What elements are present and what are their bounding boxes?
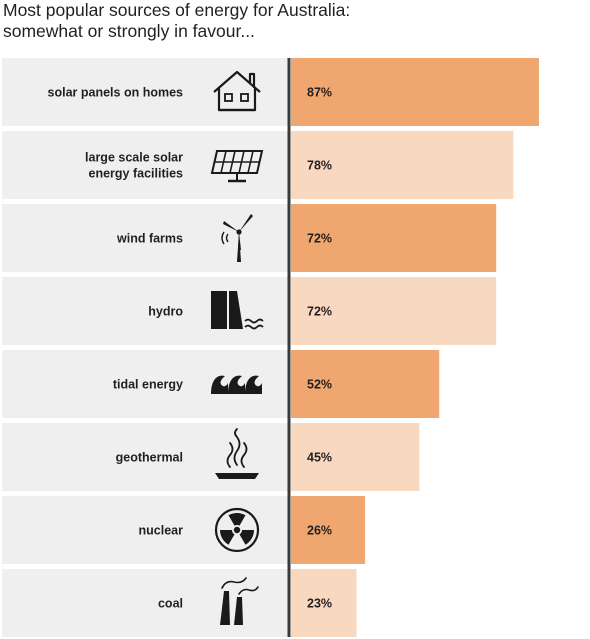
category-label-coal: coal bbox=[158, 597, 183, 611]
chart-subtitle: somewhat or strongly in favour... bbox=[3, 21, 255, 41]
chart-title: Most popular sources of energy for Austr… bbox=[3, 0, 351, 20]
value-label-large-scale-solar-energy-facilities: 78% bbox=[307, 159, 332, 173]
bar-hydro bbox=[291, 277, 497, 345]
solar-panel-icon bbox=[210, 150, 264, 183]
label-panel-large-scale-solar-energy-facilities bbox=[2, 131, 288, 199]
value-label-geothermal: 45% bbox=[307, 451, 332, 465]
house-icon bbox=[213, 70, 261, 112]
bar-coal bbox=[291, 569, 357, 637]
smokestack-icon bbox=[220, 577, 259, 625]
category-label-hydro: hydro bbox=[148, 305, 183, 319]
label-panel-nuclear bbox=[2, 496, 288, 564]
bar-large-scale-solar-energy-facilities bbox=[291, 131, 514, 199]
category-label-wind-farms: wind farms bbox=[116, 232, 183, 246]
tidal-wave-icon bbox=[211, 375, 262, 394]
wind-turbine-icon bbox=[221, 214, 253, 262]
value-label-solar-panels-on-homes: 87% bbox=[307, 86, 332, 100]
radiation-icon bbox=[214, 507, 260, 553]
category-label-tidal-energy: tidal energy bbox=[113, 378, 183, 392]
chart-title-block: Most popular sources of energy for Austr… bbox=[3, 0, 563, 42]
bar-geothermal bbox=[291, 423, 420, 491]
category-label-geothermal: geothermal bbox=[116, 451, 183, 465]
category-label-solar-panels-on-homes: solar panels on homes bbox=[48, 86, 184, 100]
bar-nuclear bbox=[291, 496, 366, 564]
value-label-nuclear: 26% bbox=[307, 524, 332, 538]
value-label-tidal-energy: 52% bbox=[307, 378, 332, 392]
bar-tidal-energy bbox=[291, 350, 440, 418]
label-panel-geothermal bbox=[2, 423, 288, 491]
value-label-coal: 23% bbox=[307, 597, 332, 611]
geothermal-icon bbox=[215, 428, 259, 479]
category-label-large-scale-solar-energy-facilities: large scale solar energy facilities bbox=[85, 151, 183, 181]
value-label-wind-farms: 72% bbox=[307, 232, 332, 246]
hydro-dam-icon bbox=[211, 291, 264, 330]
bar-wind-farms bbox=[291, 204, 497, 272]
label-panel-solar-panels-on-homes bbox=[2, 58, 288, 126]
label-panel-hydro bbox=[2, 277, 288, 345]
label-panel-tidal-energy bbox=[2, 350, 288, 418]
category-label-nuclear: nuclear bbox=[139, 524, 184, 538]
value-label-hydro: 72% bbox=[307, 305, 332, 319]
bar-solar-panels-on-homes bbox=[291, 58, 539, 126]
